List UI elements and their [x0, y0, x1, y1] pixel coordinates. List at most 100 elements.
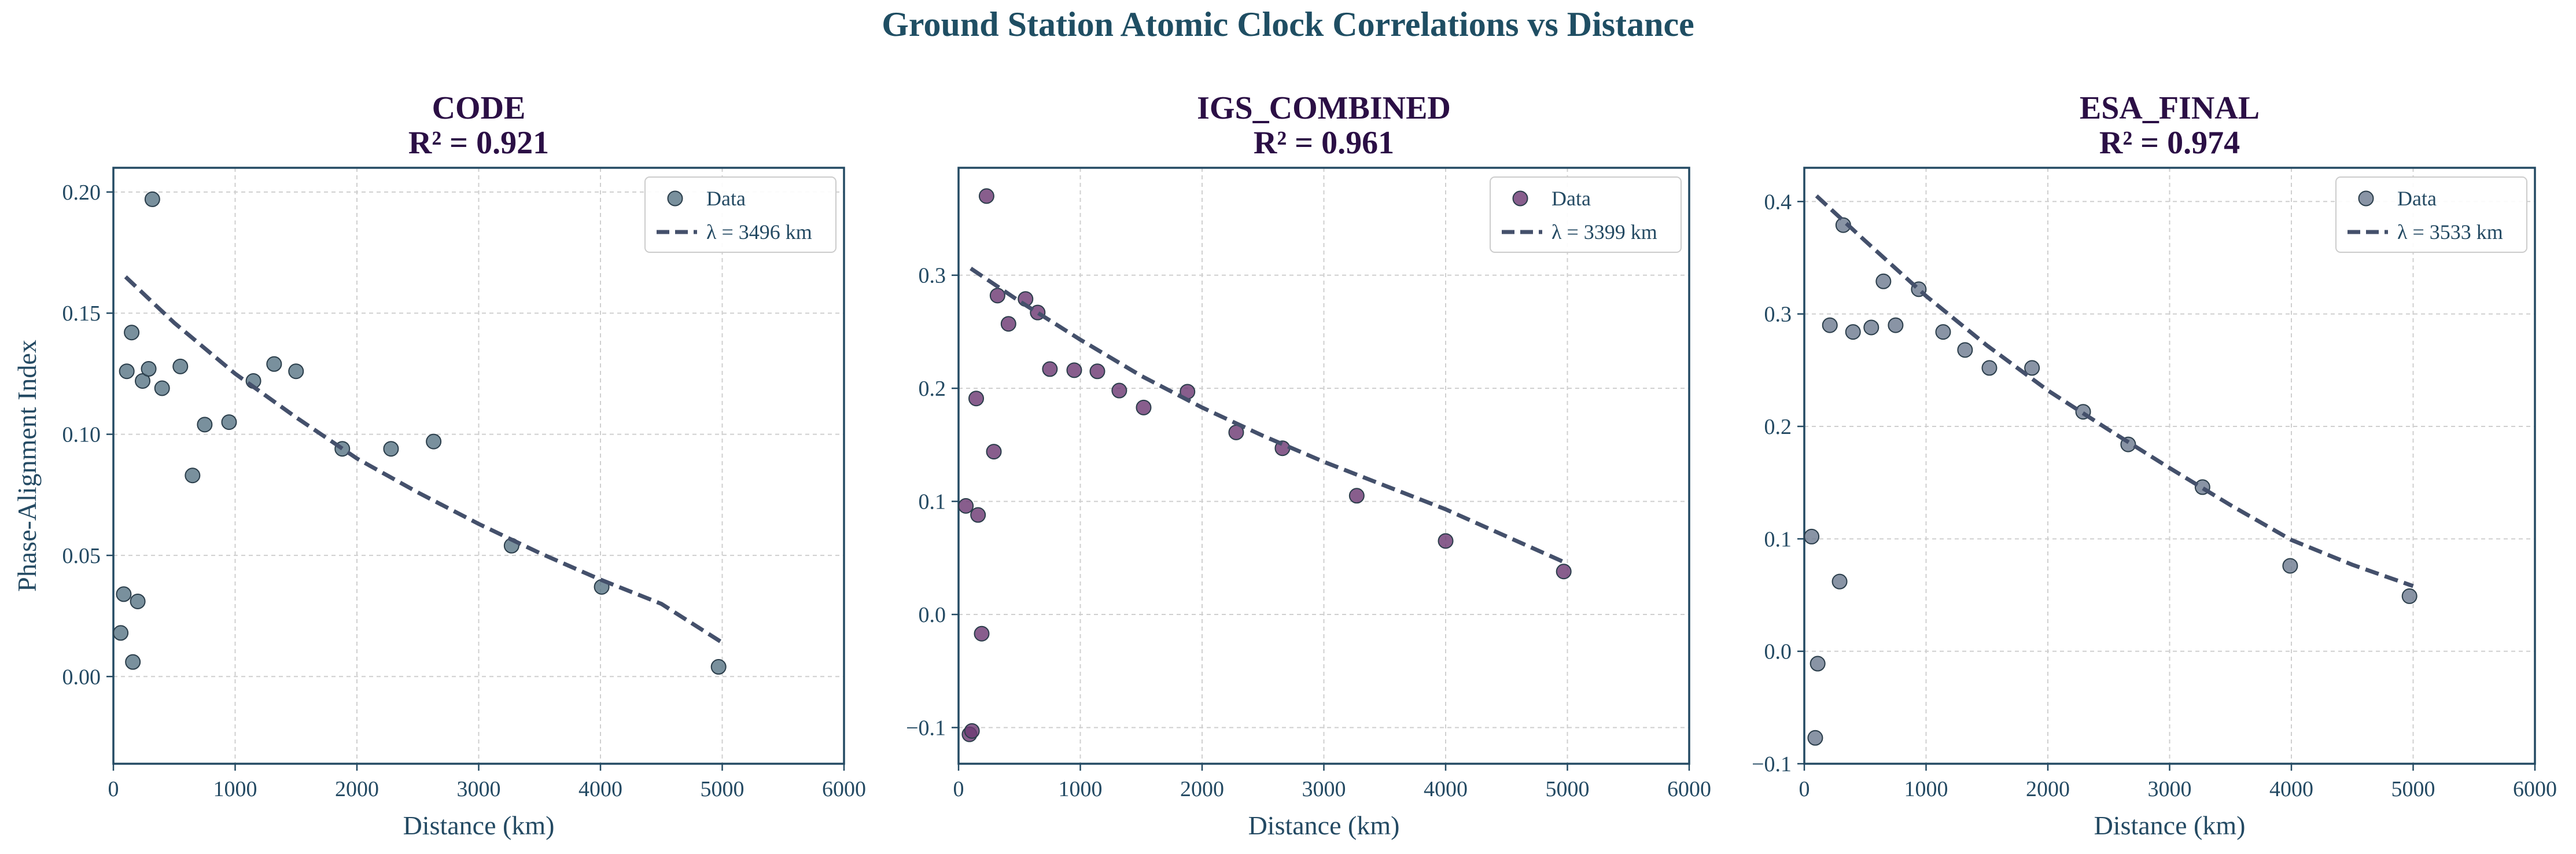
data-point: [2282, 558, 2298, 574]
legend-box: [644, 176, 836, 253]
panel-title: IGS_COMBINED: [1197, 90, 1451, 126]
x-axis-label: Distance (km): [1248, 811, 1400, 840]
fit-line: [1815, 194, 2414, 588]
chart-panel-1: 0 1000 2000 3000 4000 5000 6000 0.00 0.05 0.10 0.1…: [12, 90, 866, 840]
data-point: [1438, 533, 1454, 549]
y-tick-label: 0.00: [62, 665, 101, 689]
chart-panel-2: 0 1000 2000 3000 4000 5000 6000 −0.1 0.0 0.1 0.2 0.…: [906, 90, 1711, 840]
x-tick-label: 3000: [1302, 777, 1346, 801]
y-tick-label: −0.1: [1752, 752, 1792, 776]
data-point: [1066, 362, 1082, 378]
data-point: [958, 498, 974, 514]
x-tick-label: 5000: [701, 777, 745, 801]
y-tick-label: 0.1: [1764, 527, 1792, 551]
legend: Data λ = 3533 km: [2335, 176, 2527, 253]
data-point: [154, 380, 170, 396]
data-point: [710, 659, 727, 675]
y-tick-label: 0.15: [62, 301, 101, 326]
x-axis-label: Distance (km): [403, 811, 555, 840]
data-point: [974, 625, 990, 642]
legend: Data λ = 3399 km: [1490, 176, 1682, 253]
y-tick-label: 0.4: [1764, 190, 1792, 214]
y-tick-label: 0.10: [62, 423, 101, 447]
x-tick-label: 6000: [822, 777, 866, 801]
x-tick-label: 3000: [2148, 777, 2192, 801]
legend-label-data: Data: [1552, 187, 1591, 210]
x-tick-label: 5000: [1546, 777, 1590, 801]
data-point: [141, 361, 157, 377]
x-tick-label: 0: [108, 777, 119, 801]
plot-frame: [957, 167, 1690, 765]
data-point: [1875, 273, 1892, 289]
legend: Data λ = 3496 km: [644, 176, 836, 253]
x-tick-label: 4000: [578, 777, 622, 801]
x-tick-label: 2000: [1180, 777, 1224, 801]
data-point: [1111, 382, 1127, 399]
data-point: [1348, 488, 1365, 504]
x-tick-label: 4000: [2269, 777, 2313, 801]
panel-subtitle: R² = 0.974: [2099, 125, 2240, 161]
x-tick-label: 0: [1799, 777, 1810, 801]
fit-line: [124, 275, 724, 645]
data-point: [266, 356, 282, 372]
data-point: [1863, 319, 1880, 336]
data-point: [1888, 317, 1904, 333]
data-point: [1000, 316, 1016, 332]
legend-marker: [1512, 190, 1528, 207]
y-axis-label: Phase-Alignment Index: [12, 340, 42, 592]
fit-line: [970, 267, 1568, 566]
x-axis-label: Distance (km): [2094, 811, 2246, 840]
x-tick-label: 1000: [1059, 777, 1103, 801]
data-point: [124, 325, 140, 341]
legend-label-fit: λ = 3533 km: [2397, 220, 2503, 244]
data-point: [2024, 360, 2040, 376]
data-point: [144, 191, 160, 207]
data-point: [172, 358, 189, 374]
x-tick-label: 6000: [2513, 777, 2557, 801]
y-tick-label: 0.0: [1764, 640, 1792, 664]
plot-frame: [112, 167, 845, 765]
data-point: [970, 507, 986, 523]
data-point: [2401, 588, 2417, 604]
y-tick-label: 0.2: [919, 377, 946, 401]
data-point: [1556, 564, 1572, 580]
x-tick-label: 0: [953, 777, 964, 801]
data-point: [1935, 324, 1951, 340]
x-tick-label: 4000: [1424, 777, 1468, 801]
data-point: [130, 593, 146, 609]
y-tick-label: 0.0: [919, 603, 946, 627]
x-tick-label: 1000: [1904, 777, 1948, 801]
y-tick-label: 0.3: [1764, 303, 1792, 327]
y-tick-label: 0.2: [1764, 415, 1792, 439]
y-tick-label: 0.20: [62, 181, 101, 205]
data-point: [1831, 573, 1848, 590]
panel-subtitle: R² = 0.961: [1254, 125, 1394, 161]
data-point: [986, 444, 1002, 460]
legend-box: [1490, 176, 1682, 253]
data-point: [1089, 363, 1105, 380]
legend-label-data: Data: [706, 187, 746, 210]
data-point: [978, 188, 994, 204]
panel-title: ESA_FINAL: [2080, 90, 2260, 126]
data-point: [185, 468, 201, 484]
x-tick-label: 2000: [335, 777, 379, 801]
data-point: [113, 625, 129, 641]
data-point: [1807, 730, 1823, 746]
legend-label-data: Data: [2397, 187, 2437, 210]
x-tick-label: 5000: [2391, 777, 2435, 801]
data-point: [288, 363, 304, 380]
data-point: [383, 441, 399, 457]
data-point: [1981, 360, 1998, 376]
panel-title: CODE: [432, 90, 526, 126]
data-point: [968, 391, 985, 407]
data-point: [964, 723, 980, 739]
plot-frame: [1803, 167, 2536, 765]
figure-title: Ground Station Atomic Clock Correlations…: [882, 5, 1694, 43]
data-point: [1804, 528, 1820, 544]
legend-marker: [667, 190, 683, 207]
data-point: [1042, 361, 1058, 377]
x-tick-label: 3000: [457, 777, 501, 801]
legend-label-fit: λ = 3399 km: [1552, 220, 1657, 244]
data-point: [426, 433, 442, 450]
